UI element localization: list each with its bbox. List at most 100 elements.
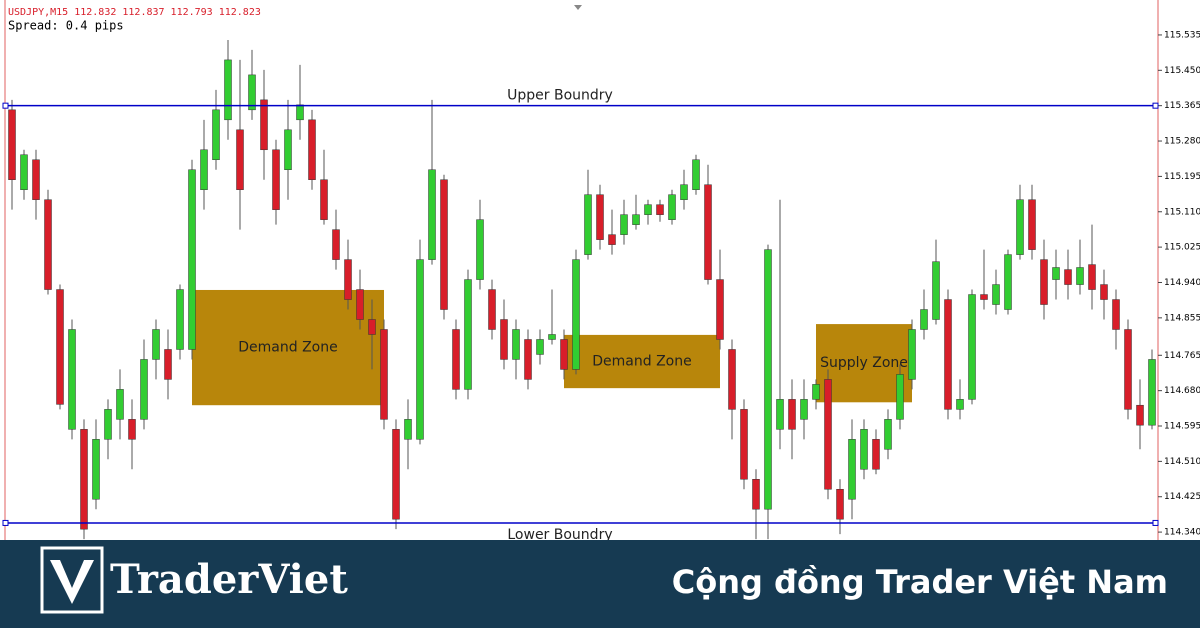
candle-body: [824, 379, 832, 490]
y-tick-label: 115.450: [1164, 66, 1200, 76]
spread-info: Spread: 0.4 pips: [8, 19, 124, 33]
candle-body: [884, 419, 892, 450]
boundary-handle: [1152, 519, 1159, 526]
candle-body: [860, 429, 868, 470]
candle-body: [92, 439, 100, 500]
candle-body: [20, 154, 28, 190]
candle-body: [848, 439, 856, 500]
candle-body: [908, 329, 916, 380]
y-tick-label: 114.340: [1164, 528, 1200, 538]
candle-body: [476, 219, 484, 280]
candle-body: [1052, 267, 1060, 280]
candle-body: [548, 334, 556, 340]
zone-label: Demand Zone: [592, 354, 691, 370]
slogan: Cộng đồng Trader Việt Nam: [672, 563, 1168, 601]
logo-box: [40, 546, 104, 614]
candle-body: [872, 439, 880, 470]
candle-body: [488, 289, 496, 330]
zone-label: Supply Zone: [820, 355, 908, 371]
candle-body: [380, 329, 388, 420]
candle-body: [524, 339, 532, 380]
candle-body: [596, 194, 604, 240]
candle-body: [200, 149, 208, 190]
candle-body: [980, 294, 988, 300]
y-tick-label: 115.110: [1164, 207, 1200, 217]
candle-body: [644, 204, 652, 215]
y-tick-label: 115.280: [1164, 137, 1200, 147]
candle-body: [500, 319, 508, 360]
candle-body: [896, 374, 904, 420]
y-tick-label: 114.680: [1164, 386, 1200, 396]
zone: [816, 324, 912, 403]
candle-body: [212, 109, 220, 161]
candle-body: [608, 234, 616, 245]
candle-body: [740, 409, 748, 480]
y-tick-label: 115.365: [1164, 101, 1200, 111]
scroll-marker: [574, 5, 582, 10]
candle-body: [1148, 359, 1156, 426]
candle-body: [764, 249, 772, 510]
logo-mark: [50, 560, 94, 604]
candle-body: [776, 399, 784, 430]
y-tick-label: 114.855: [1164, 313, 1200, 323]
candle-body: [260, 99, 268, 151]
candle-body: [1088, 264, 1096, 290]
candle-body: [1100, 284, 1108, 300]
plot-bg: [0, 0, 1200, 540]
candle-body: [344, 259, 352, 300]
y-tick-label: 115.535: [1164, 30, 1200, 40]
candle-body: [404, 419, 412, 440]
candle-body: [728, 349, 736, 410]
candle-body: [704, 184, 712, 280]
candle-body: [560, 339, 568, 370]
candle-body: [188, 169, 196, 350]
candle-body: [272, 149, 280, 210]
candle-body: [1124, 329, 1132, 410]
candle-body: [1028, 199, 1036, 250]
candle-body: [992, 284, 1000, 305]
candle-body: [584, 194, 592, 255]
candle-body: [368, 319, 376, 335]
y-tick-label: 115.195: [1164, 172, 1200, 182]
candle-body: [68, 329, 76, 430]
candle-body: [752, 479, 760, 510]
candle-body: [140, 359, 148, 420]
candle-body: [836, 488, 844, 520]
boundary-label: Lower Boundry: [507, 527, 612, 543]
candle-body: [1016, 199, 1024, 255]
zone-label: Demand Zone: [238, 340, 337, 356]
candle-body: [944, 299, 952, 410]
candle-body: [116, 389, 124, 420]
candle-body: [464, 279, 472, 390]
banner: [0, 540, 1200, 628]
y-tick-label: 114.425: [1164, 492, 1200, 502]
candle-body: [104, 409, 112, 440]
boundary-handle: [2, 519, 9, 526]
candle-body: [152, 329, 160, 360]
candle-body: [968, 294, 976, 400]
candle-body: [308, 119, 316, 180]
candle-body: [164, 349, 172, 380]
candle-body: [668, 194, 676, 220]
candle-body: [932, 261, 940, 320]
candle-body: [428, 169, 436, 260]
candle-body: [1136, 404, 1144, 426]
candle-body: [1076, 267, 1084, 285]
candle-body: [320, 179, 328, 220]
logo-text: TraderViet: [110, 556, 348, 603]
candle-body: [248, 74, 256, 111]
candle-body: [236, 129, 244, 190]
candle-body: [572, 259, 580, 370]
candle-body: [512, 329, 520, 360]
y-tick-label: 114.940: [1164, 278, 1200, 288]
candle-body: [80, 429, 88, 530]
candle-body: [32, 159, 40, 200]
candle-body: [716, 279, 724, 340]
candle-body: [56, 289, 64, 405]
candle-body: [284, 129, 292, 170]
boundary-handle: [2, 102, 9, 109]
zone: [192, 289, 384, 406]
candle-body: [800, 399, 808, 420]
candle-body: [296, 104, 304, 121]
boundary-handle: [1152, 102, 1159, 109]
